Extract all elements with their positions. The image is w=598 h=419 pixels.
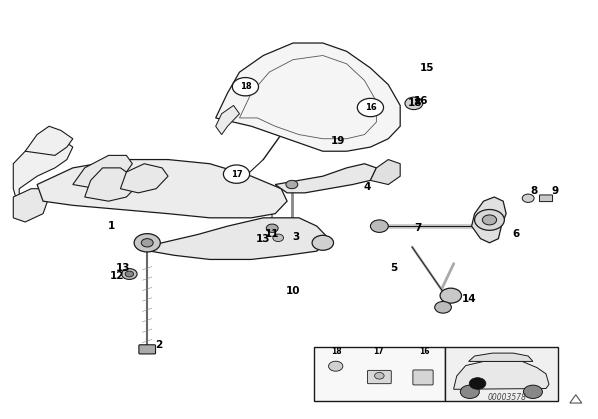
Circle shape [374,372,384,379]
Polygon shape [275,164,376,193]
Text: 17: 17 [231,170,242,178]
Polygon shape [472,197,506,243]
Text: 2: 2 [155,340,163,350]
Text: 18: 18 [408,98,422,109]
Text: 4: 4 [364,181,371,191]
Circle shape [475,210,504,230]
Text: 6: 6 [512,230,520,240]
Text: 7: 7 [414,223,422,233]
Text: 1: 1 [108,221,115,231]
Circle shape [233,78,258,96]
Bar [314,347,445,401]
Text: 9: 9 [551,186,559,196]
Circle shape [469,378,486,389]
Polygon shape [73,155,132,189]
Circle shape [141,239,153,247]
Text: 8: 8 [530,186,538,196]
Text: 13: 13 [116,263,130,273]
Polygon shape [370,160,400,184]
Circle shape [134,234,160,252]
Text: 10: 10 [286,286,300,296]
Circle shape [483,215,496,225]
Circle shape [405,97,423,110]
FancyBboxPatch shape [139,345,155,354]
Circle shape [286,180,298,189]
Polygon shape [120,164,168,193]
Text: 14: 14 [461,294,476,304]
Polygon shape [469,353,533,362]
Circle shape [328,361,343,371]
Polygon shape [13,139,73,218]
FancyBboxPatch shape [413,370,433,385]
Polygon shape [37,160,287,218]
Text: 00003578: 00003578 [488,393,527,402]
Circle shape [522,194,534,202]
Circle shape [460,385,480,398]
FancyBboxPatch shape [367,370,391,384]
Circle shape [358,98,383,116]
Text: 16: 16 [414,96,428,106]
Text: 16: 16 [365,103,376,112]
Circle shape [235,83,253,95]
Text: 5: 5 [390,263,398,273]
Text: 19: 19 [331,136,345,146]
Text: 3: 3 [292,232,300,242]
Text: 18: 18 [331,347,342,356]
Circle shape [523,385,542,398]
Circle shape [266,224,278,233]
Text: 13: 13 [256,234,270,243]
Text: 17: 17 [373,347,384,356]
Circle shape [370,220,388,233]
FancyBboxPatch shape [539,195,553,202]
Polygon shape [85,168,138,201]
Circle shape [435,302,451,313]
Circle shape [224,165,249,183]
Polygon shape [216,106,239,134]
Text: 18: 18 [240,82,251,91]
Bar [445,347,558,401]
Circle shape [273,234,283,241]
Circle shape [121,269,137,279]
Polygon shape [216,43,400,151]
Circle shape [312,235,334,250]
Circle shape [440,288,462,303]
Text: 16: 16 [419,347,429,356]
Circle shape [125,271,133,277]
Polygon shape [25,126,73,155]
Text: 11: 11 [265,230,279,240]
Text: 15: 15 [420,63,434,73]
Polygon shape [13,189,49,222]
Polygon shape [454,362,549,389]
Circle shape [358,100,379,115]
Text: 12: 12 [110,271,125,281]
Polygon shape [144,218,329,259]
